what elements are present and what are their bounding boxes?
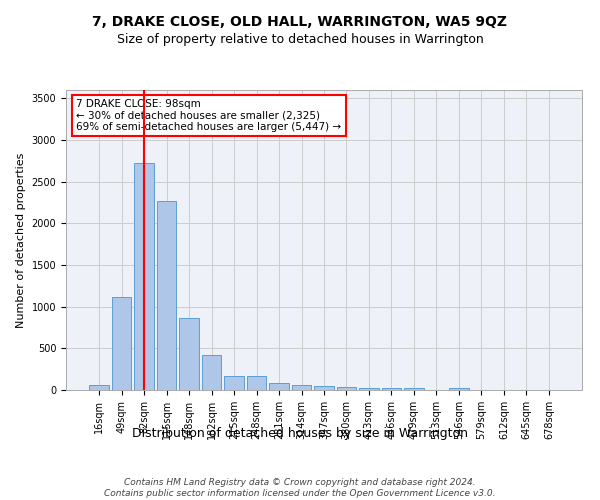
Bar [202,355,221,390]
Bar [269,382,289,390]
Bar [314,386,334,390]
Bar [179,318,199,390]
Text: Contains HM Land Registry data © Crown copyright and database right 2024.
Contai: Contains HM Land Registry data © Crown c… [104,478,496,498]
Bar [89,386,109,390]
Bar [337,387,356,390]
Text: Size of property relative to detached houses in Warrington: Size of property relative to detached ho… [116,32,484,46]
Bar [359,388,379,390]
Bar [292,386,311,390]
Text: 7 DRAKE CLOSE: 98sqm
← 30% of detached houses are smaller (2,325)
69% of semi-de: 7 DRAKE CLOSE: 98sqm ← 30% of detached h… [76,99,341,132]
Bar [112,296,131,390]
Text: 7, DRAKE CLOSE, OLD HALL, WARRINGTON, WA5 9QZ: 7, DRAKE CLOSE, OLD HALL, WARRINGTON, WA… [92,15,508,29]
Y-axis label: Number of detached properties: Number of detached properties [16,152,26,328]
Bar [404,388,424,390]
Bar [382,388,401,390]
Bar [224,376,244,390]
Bar [247,376,266,390]
Text: Distribution of detached houses by size in Warrington: Distribution of detached houses by size … [132,428,468,440]
Bar [157,201,176,390]
Bar [449,388,469,390]
Bar [134,162,154,390]
